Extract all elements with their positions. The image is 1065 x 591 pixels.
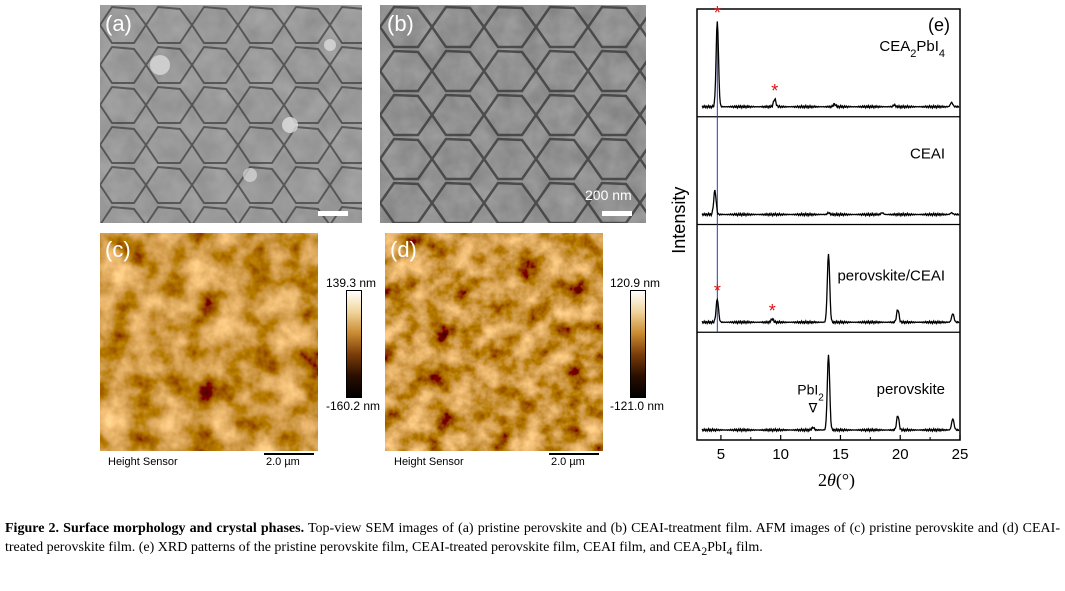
xrd-trace xyxy=(701,189,960,218)
caption-sub-2: 4 xyxy=(726,544,733,558)
sensor-label-d: Height Sensor xyxy=(394,456,464,468)
star-marker: * xyxy=(714,281,721,301)
afm-texture-d xyxy=(385,233,603,451)
scale-bar-label-c: 2.0 µm xyxy=(266,456,300,468)
caption-body-1: Top-view SEM images of (a) pristine pero… xyxy=(5,521,1060,555)
afm-image-c: (c) xyxy=(100,233,318,451)
scale-bar-label-d: 2.0 µm xyxy=(551,456,585,468)
x-axis-label: 2θ(°) xyxy=(818,470,855,491)
x-tick-label: 10 xyxy=(772,446,789,463)
caption-lead: Figure 2. Surface morphology and crystal… xyxy=(5,521,305,536)
scale-bar-label-b: 200 nm xyxy=(585,187,632,203)
colorbar-d xyxy=(630,290,646,398)
x-tick-label: 5 xyxy=(717,446,725,463)
x-tick-label: 25 xyxy=(952,446,969,463)
panel-label-c: (c) xyxy=(105,237,131,262)
caption-body-3: film. xyxy=(732,540,763,555)
panel-label-a: (a) xyxy=(105,11,132,36)
colorbar-c xyxy=(346,290,362,398)
colorbar-max-c: 139.3 nm xyxy=(326,276,377,290)
sem-texture-a xyxy=(100,5,362,223)
caption-body-2: PbI xyxy=(707,540,727,555)
scale-bar-c xyxy=(264,453,314,455)
colorbar-max-d: 120.9 nm xyxy=(610,276,661,290)
panel-label-b: (b) xyxy=(387,11,414,36)
xrd-trace xyxy=(701,354,960,433)
afm-texture-c xyxy=(100,233,318,451)
figure-caption: Figure 2. Surface morphology and crystal… xyxy=(5,519,1060,561)
pbi2-label: PbI2 xyxy=(797,381,824,403)
series-label: CEAI xyxy=(910,146,945,163)
series-label: perovskite/CEAI xyxy=(837,267,945,284)
star-marker: * xyxy=(769,301,776,321)
triangle-marker: ∇ xyxy=(808,401,818,416)
series-label: CEA2PbI4 xyxy=(879,38,945,60)
series-label: perovskite xyxy=(877,381,945,398)
panel-label-d: (d) xyxy=(390,237,417,262)
xrd-trace xyxy=(701,253,960,326)
sensor-label-c: Height Sensor xyxy=(108,456,178,468)
colorbar-min-c: -160.2 nm xyxy=(326,399,381,413)
scale-bar-d xyxy=(549,453,599,455)
x-tick-label: 15 xyxy=(832,446,849,463)
sem-image-a: (a) xyxy=(100,5,362,223)
star-marker: * xyxy=(714,3,721,23)
sem-image-b: (b) 200 nm xyxy=(380,5,646,223)
y-axis-label: Intensity xyxy=(669,187,689,254)
sem-texture-b xyxy=(380,5,646,223)
xrd-trace xyxy=(701,21,960,110)
panel-label-e: (e) xyxy=(928,15,950,35)
x-tick-label: 20 xyxy=(892,446,909,463)
star-marker: * xyxy=(771,81,778,101)
colorbar-min-d: -121.0 nm xyxy=(610,399,665,413)
afm-image-d: (d) xyxy=(385,233,603,451)
xrd-chart: * * CEA2PbI4 CEAI * * perovskite/CEAI perovskit… xyxy=(669,3,969,491)
caption-sub-1: 2 xyxy=(701,544,708,558)
